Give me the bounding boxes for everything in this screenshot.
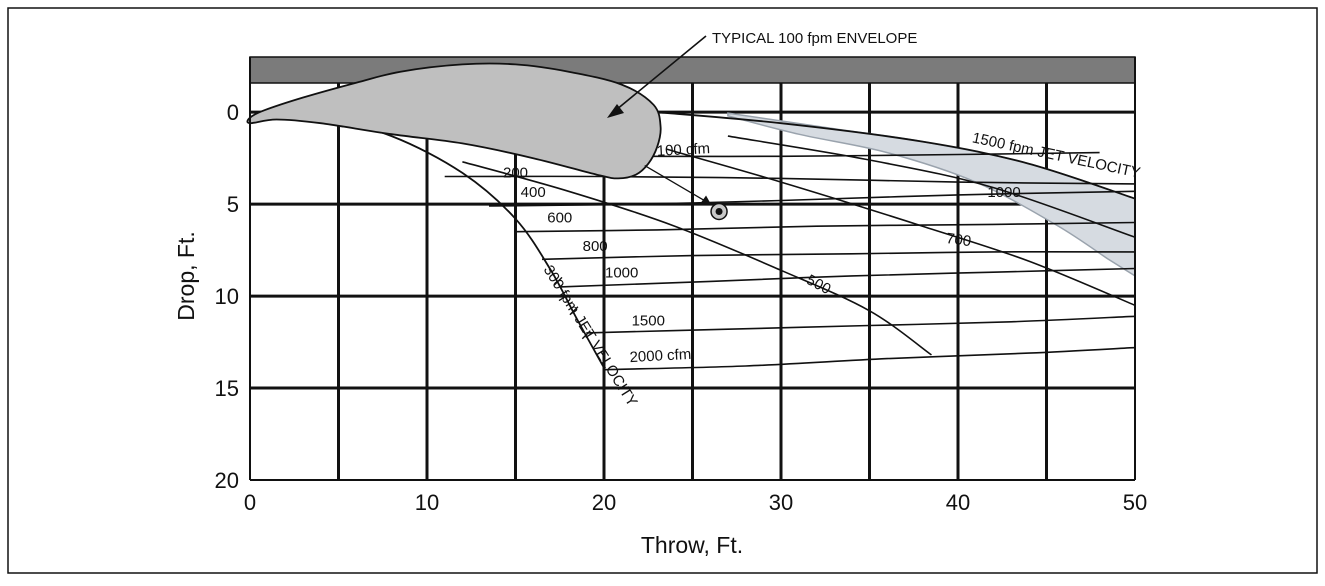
- cfm-curve-label: 100 cfm: [656, 140, 710, 160]
- x-tick-label: 40: [946, 490, 970, 515]
- cfm-curve-label: 800: [583, 238, 608, 255]
- x-tick-label: 20: [592, 490, 616, 515]
- y-tick-label: 0: [227, 100, 239, 125]
- envelope-label: TYPICAL 100 fpm ENVELOPE: [712, 30, 917, 47]
- figure-frame: [8, 8, 1317, 573]
- y-axis-title: Drop, Ft.: [173, 231, 199, 320]
- cfm-curve-label: 2000 cfm: [629, 346, 692, 366]
- cfm-curve-label: 200: [503, 164, 528, 181]
- cfm-curve-label: 600: [547, 210, 572, 227]
- y-tick-label: 10: [215, 284, 239, 309]
- marker-dot: [716, 208, 723, 215]
- y-tick-label: 15: [215, 376, 239, 401]
- x-tick-label: 50: [1123, 490, 1147, 515]
- cfm-curve-label: 1000: [605, 265, 638, 282]
- x-tick-label: 30: [769, 490, 793, 515]
- cfm-curve-label: 400: [521, 184, 546, 201]
- x-tick-label: 0: [244, 490, 256, 515]
- y-tick-label: 5: [227, 192, 239, 217]
- x-axis-title: Throw, Ft.: [641, 532, 743, 558]
- fpm-curve-label: 700: [945, 230, 972, 250]
- cfm-curve-label: 1500: [632, 313, 665, 330]
- x-tick-label: 10: [415, 490, 439, 515]
- y-tick-label: 20: [215, 468, 239, 493]
- fpm-curve-label: 1000: [987, 184, 1020, 201]
